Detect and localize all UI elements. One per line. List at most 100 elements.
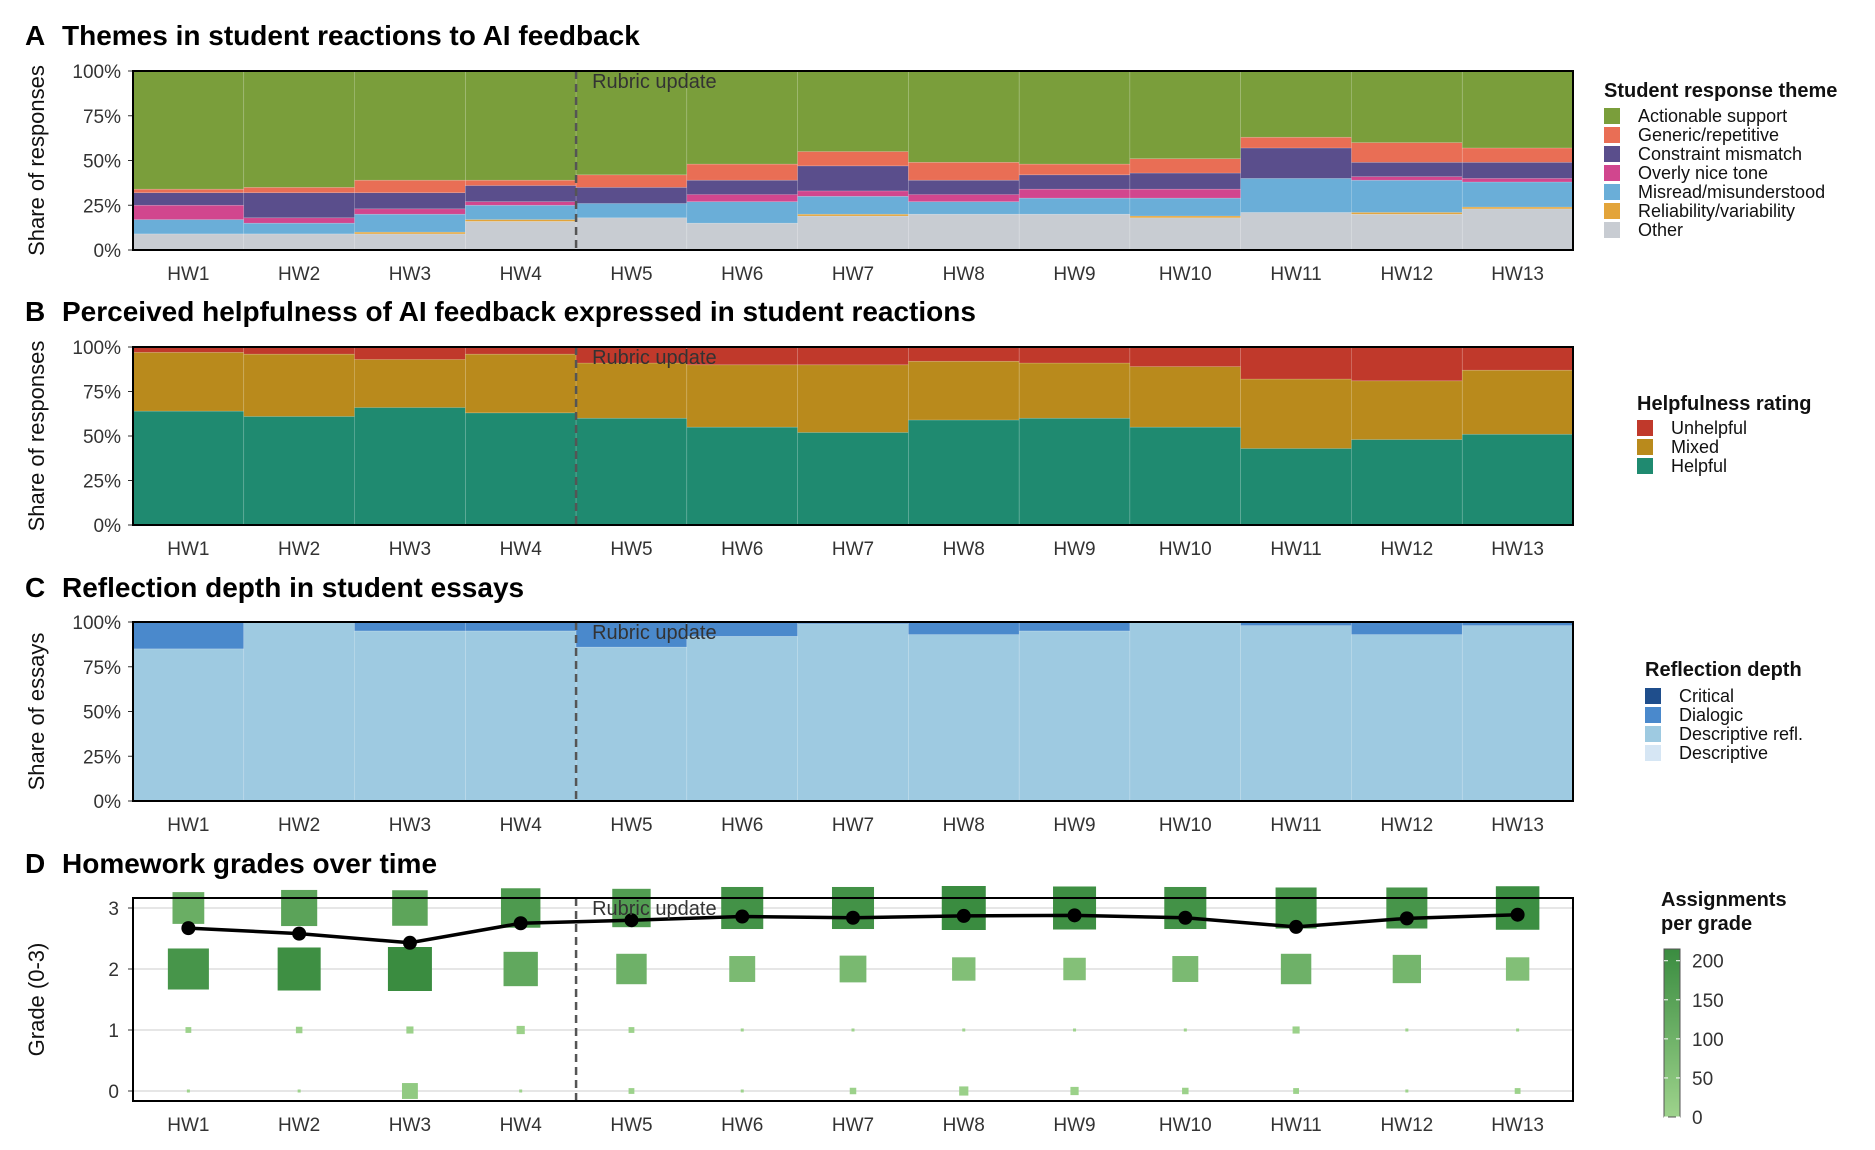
bar-segment [686,222,798,251]
x-tick-label: HW3 [389,539,431,560]
rubric-update-label: Rubric update [592,347,717,369]
bar-segment [1461,625,1574,802]
x-tick-label: HW10 [1159,539,1212,560]
x-tick-label: HW9 [1053,815,1095,836]
bar-segment [908,346,1020,362]
x-tick-label: HW7 [832,539,874,560]
x-tick-label: HW12 [1380,815,1433,836]
bar-segment [1129,70,1241,160]
y-tick-label: 50% [83,427,121,448]
grade-tile [1280,953,1312,985]
colorbar-tick-label: 100 [1692,1030,1724,1051]
bar-segment [908,360,1020,421]
bar-segment [354,179,466,194]
legend-swatch [1604,165,1620,181]
bar-segment [1351,213,1463,251]
bar-segment [354,213,466,233]
bar-segment [686,636,798,802]
x-tick-label: HW13 [1491,539,1544,560]
y-tick-label: 50% [83,152,121,173]
x-tick-label: HW1 [167,264,209,285]
legend-label: Actionable support [1638,106,1787,126]
x-tick-label: HW6 [721,815,763,836]
x-tick-label: HW13 [1491,264,1544,285]
legend-label: Misread/misunderstood [1638,182,1825,202]
bar-segment [575,187,688,204]
bar-segment [1018,621,1131,632]
bar-segment [1351,439,1463,526]
bar-segment [1240,212,1352,251]
x-tick-label: HW3 [389,815,431,836]
x-tick-label: HW2 [278,815,320,836]
bar-segment [797,196,909,215]
grade-tile [628,1088,635,1094]
mean-grade-point [846,910,860,925]
grade-tile [1073,1028,1077,1032]
x-tick-label: HW9 [1053,539,1095,560]
bar-segment [1018,213,1131,251]
panel-C: C Reflection depth in student essays Share… [24,572,1803,836]
grade-tile [851,1028,855,1032]
bar-segment [575,621,688,648]
grade-tile [387,947,432,991]
bar-segment [1240,378,1352,449]
legend-title: Reflection depth [1645,659,1802,681]
plot-frame [132,897,1574,1102]
bar-segment [686,201,798,224]
bar-segment [1018,346,1131,364]
panel-letter: B [25,296,45,327]
x-tick-label: HW8 [943,815,985,836]
bar-segment [686,426,798,526]
bar-segment [1129,366,1241,428]
y-tick-label: 100% [72,62,121,83]
bar-segment [1461,433,1574,526]
grade-tile [839,955,867,983]
x-tick-label: HW6 [721,264,763,285]
bar-segment [1018,188,1131,199]
mean-grade-point [1067,908,1082,923]
x-tick-label: HW2 [278,1115,320,1136]
bar-segment [1018,630,1131,802]
bar-segment [908,70,1020,163]
bar-segment [243,217,355,224]
x-tick-label: HW10 [1159,815,1212,836]
mean-grade-point [1399,911,1414,926]
bar-segment [908,161,1020,181]
mean-grade-point [1178,910,1193,925]
y-tick-label: 0% [94,241,122,262]
x-tick-label: HW1 [167,1115,209,1136]
bar-segment [575,417,688,526]
bar-segment [797,623,909,802]
x-tick-label: HW5 [610,815,652,836]
bar-segment [1129,197,1241,217]
bar-segment [354,630,466,802]
legend-swatch [1637,420,1653,436]
grade-tile [1405,1028,1409,1032]
bar-segment [354,407,466,526]
y-tick-label: 25% [83,472,121,493]
x-tick-label: HW1 [167,815,209,836]
bar-segment [686,163,798,181]
grade-tile [186,1089,190,1093]
legend-label: Helpful [1671,456,1727,476]
legend-swatch [1637,458,1653,474]
x-tick-label: HW3 [389,264,431,285]
bar-segment [1461,147,1574,163]
bar-segment [465,621,577,632]
x-tick-label: HW6 [721,1115,763,1136]
x-tick-label: HW5 [610,264,652,285]
x-tick-label: HW8 [943,539,985,560]
legend-swatch [1604,108,1620,124]
bar-segment [243,222,355,235]
x-tick-label: HW11 [1270,264,1321,285]
grade-tile [172,892,205,924]
bar-segment [354,621,466,632]
x-tick-label: HW1 [167,539,209,560]
x-tick-label: HW13 [1491,1115,1544,1136]
legend-label: Mixed [1671,437,1719,457]
legend-title: Helpfulness rating [1637,393,1811,415]
bar-segment [465,346,577,355]
grade-tile [516,1025,525,1035]
bar-segment [465,221,577,251]
x-tick-label: HW6 [721,539,763,560]
